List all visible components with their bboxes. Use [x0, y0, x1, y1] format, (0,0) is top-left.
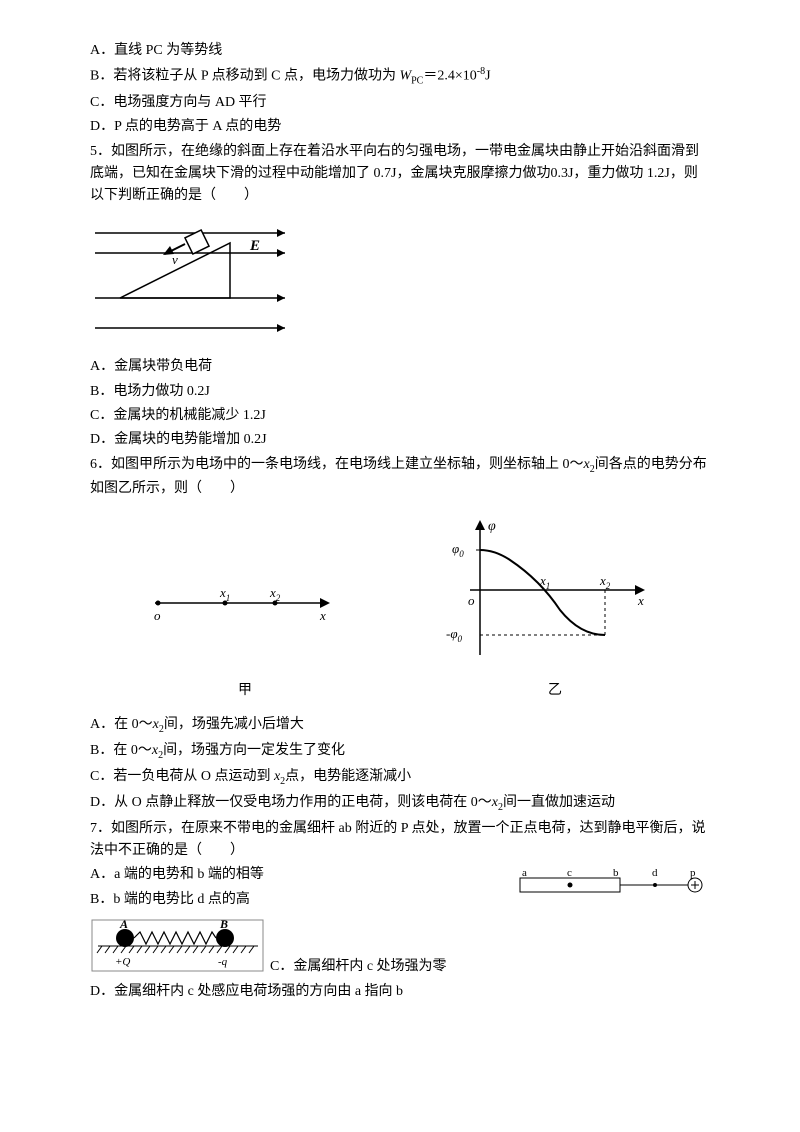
q5-opt-a: A．金属块带负电荷 [90, 356, 710, 378]
q5-opt-d: D．金属块的电势能增加 0.2J [90, 429, 710, 451]
q5-stem: 5．如图所示，在绝缘的斜面上存在着沿水平向右的匀强电场，一带电金属块由静止开始沿… [90, 141, 710, 208]
q6-opt-d: D．从 O 点静止释放一仅受电场力作用的正电荷，则该电荷在 0～x2间一直做加速… [90, 792, 710, 816]
q5-opt-b: B．电场力做功 0.2J [90, 381, 710, 403]
q6-opt-a: A．在 0～x2间，场强先减小后增大 [90, 714, 710, 738]
svg-text:-q: -q [218, 956, 228, 968]
q5-figure: v E [90, 218, 710, 346]
q4-opt-b: B．若将该粒子从 P 点移动到 C 点，电场力做功为 WPC＝2.4×10-8J [90, 64, 710, 89]
svg-text:E: E [249, 238, 260, 254]
svg-text:+Q: +Q [115, 956, 130, 968]
q6-figure-jia: o x1 x2 x [140, 535, 340, 645]
svg-text:c: c [567, 867, 572, 879]
q7-figure-rod: a c b d p [515, 864, 710, 912]
q4-opt-a: A．直线 PC 为等势线 [90, 40, 710, 62]
svg-text:φ0: φ0 [452, 541, 464, 559]
svg-text:A: A [119, 918, 128, 931]
svg-text:x: x [637, 593, 644, 608]
svg-text:d: d [652, 867, 658, 879]
q6-figure-labels: 甲 乙 [90, 680, 710, 702]
q6-opt-c: C．若一负电荷从 O 点运动到 x2点，电势能逐渐减小 [90, 766, 710, 790]
q6-figure-yi: φ φ0 -φ0 o x1 x2 x [440, 515, 660, 665]
svg-text:φ: φ [488, 519, 496, 534]
svg-text:B: B [219, 918, 228, 931]
q6-stem: 6．如图甲所示为电场中的一条电场线，在电场线上建立坐标轴，则坐标轴上 0～x2间… [90, 454, 710, 500]
q7-stem: 7．如图所示，在原来不带电的金属细杆 ab 附近的 P 点处，放置一个正点电荷，… [90, 818, 710, 863]
q4-opt-d: D．P 点的电势高于 A 点的电势 [90, 116, 710, 138]
q6-label-yi: 乙 [455, 680, 655, 702]
q6-figures: o x1 x2 x φ φ0 -φ0 o x1 x2 x [90, 515, 710, 665]
svg-text:p: p [690, 867, 696, 879]
svg-text:v: v [172, 252, 178, 267]
svg-text:b: b [613, 867, 619, 879]
svg-text:x: x [319, 608, 326, 623]
svg-text:x1: x1 [539, 573, 550, 591]
svg-text:a: a [522, 867, 527, 879]
q7-opt-d: D．金属细杆内 c 处感应电荷场强的方向由 a 指向 b [90, 981, 710, 1003]
svg-text:-φ0: -φ0 [446, 626, 463, 644]
svg-text:o: o [468, 593, 475, 608]
q7-opt-b: B．b 端的电势比 d 点的高 [90, 889, 515, 911]
svg-text:x2: x2 [269, 585, 281, 603]
q4-opt-c: C．电场强度方向与 AD 平行 [90, 92, 710, 114]
svg-text:x2: x2 [599, 573, 611, 591]
q7-opt-a: A．a 端的电势和 b 端的相等 [90, 864, 515, 886]
svg-text:o: o [154, 608, 161, 623]
q5-opt-c: C．金属块的机械能减少 1.2J [90, 405, 710, 427]
q6-opt-b: B．在 0～x2间，场强方向一定发生了变化 [90, 740, 710, 764]
svg-text:x1: x1 [219, 585, 230, 603]
q6-label-jia: 甲 [145, 680, 345, 702]
